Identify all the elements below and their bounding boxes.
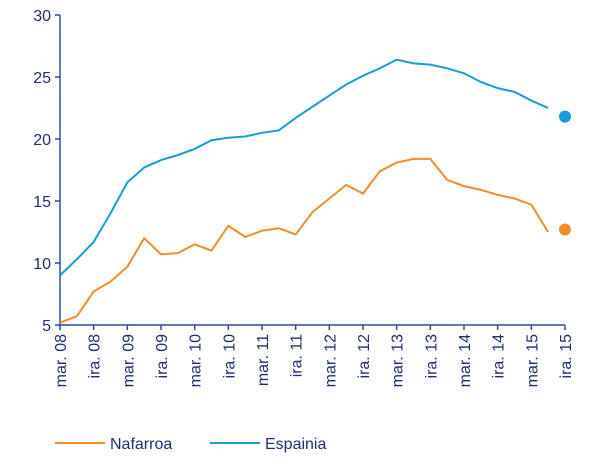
- last-point: [559, 223, 571, 236]
- y-tick-label: 30: [33, 8, 51, 25]
- x-tick-label: mar. 09: [120, 334, 137, 387]
- line: [59, 157, 550, 324]
- line: [59, 58, 549, 277]
- legend-label: Nafarroa: [110, 436, 172, 453]
- x-tick-label: ira. 14: [491, 334, 508, 379]
- x-tick-label: mar. 08: [53, 334, 70, 387]
- x-tick-label: mar. 15: [524, 334, 541, 387]
- x-tick-label: mar. 10: [188, 334, 205, 387]
- x-tick-label: mar. 11: [255, 334, 272, 386]
- x-tick-label: ira. 12: [356, 334, 373, 379]
- y-tick-label: 15: [33, 194, 51, 211]
- x-tick-label: mar. 14: [457, 334, 474, 387]
- x-tick-label: mar. 12: [322, 334, 339, 387]
- x-tick-label: ira. 08: [87, 334, 104, 379]
- y-tick-label: 20: [33, 132, 51, 149]
- x-tick-label: ira. 10: [221, 334, 238, 379]
- x-tick-label: ira. 13: [423, 334, 440, 379]
- last-point: [559, 110, 571, 123]
- x-tick-label: ira. 11: [289, 334, 306, 377]
- x-tick-label: ira. 09: [154, 334, 171, 379]
- legend-label: Espainia: [265, 436, 326, 453]
- x-tick-label: ira. 15: [558, 334, 575, 379]
- y-tick-label: 25: [33, 70, 51, 87]
- x-tick-label: mar. 13: [390, 334, 407, 387]
- y-tick-label: 5: [42, 318, 51, 335]
- y-tick-label: 10: [33, 256, 51, 273]
